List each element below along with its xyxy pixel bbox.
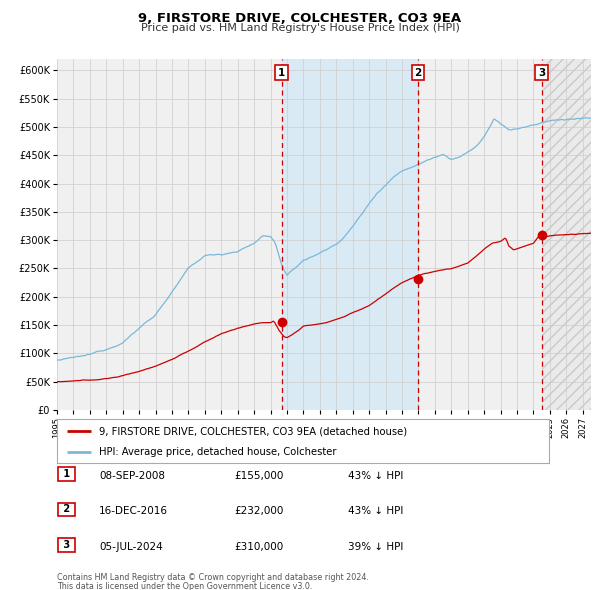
Text: £155,000: £155,000 xyxy=(234,471,283,481)
Text: 2: 2 xyxy=(414,68,421,78)
Text: 08-SEP-2008: 08-SEP-2008 xyxy=(99,471,165,481)
Text: 43% ↓ HPI: 43% ↓ HPI xyxy=(348,471,403,481)
Text: 1: 1 xyxy=(60,469,74,479)
Bar xyxy=(281,59,418,410)
Text: 3: 3 xyxy=(60,540,74,550)
Text: HPI: Average price, detached house, Colchester: HPI: Average price, detached house, Colc… xyxy=(99,447,337,457)
Text: 1: 1 xyxy=(278,68,285,78)
Text: Contains HM Land Registry data © Crown copyright and database right 2024.: Contains HM Land Registry data © Crown c… xyxy=(57,573,369,582)
Text: £310,000: £310,000 xyxy=(234,542,283,552)
Text: 05-JUL-2024: 05-JUL-2024 xyxy=(99,542,163,552)
Text: 9, FIRSTORE DRIVE, COLCHESTER, CO3 9EA: 9, FIRSTORE DRIVE, COLCHESTER, CO3 9EA xyxy=(139,12,461,25)
Text: 3: 3 xyxy=(538,68,545,78)
Text: 39% ↓ HPI: 39% ↓ HPI xyxy=(348,542,403,552)
Text: 16-DEC-2016: 16-DEC-2016 xyxy=(99,506,168,516)
Text: 9, FIRSTORE DRIVE, COLCHESTER, CO3 9EA (detached house): 9, FIRSTORE DRIVE, COLCHESTER, CO3 9EA (… xyxy=(99,427,407,436)
Bar xyxy=(542,59,591,410)
Text: 43% ↓ HPI: 43% ↓ HPI xyxy=(348,506,403,516)
Text: Price paid vs. HM Land Registry's House Price Index (HPI): Price paid vs. HM Land Registry's House … xyxy=(140,23,460,33)
Text: £232,000: £232,000 xyxy=(234,506,283,516)
Text: This data is licensed under the Open Government Licence v3.0.: This data is licensed under the Open Gov… xyxy=(57,582,313,590)
Text: 2: 2 xyxy=(60,504,74,514)
